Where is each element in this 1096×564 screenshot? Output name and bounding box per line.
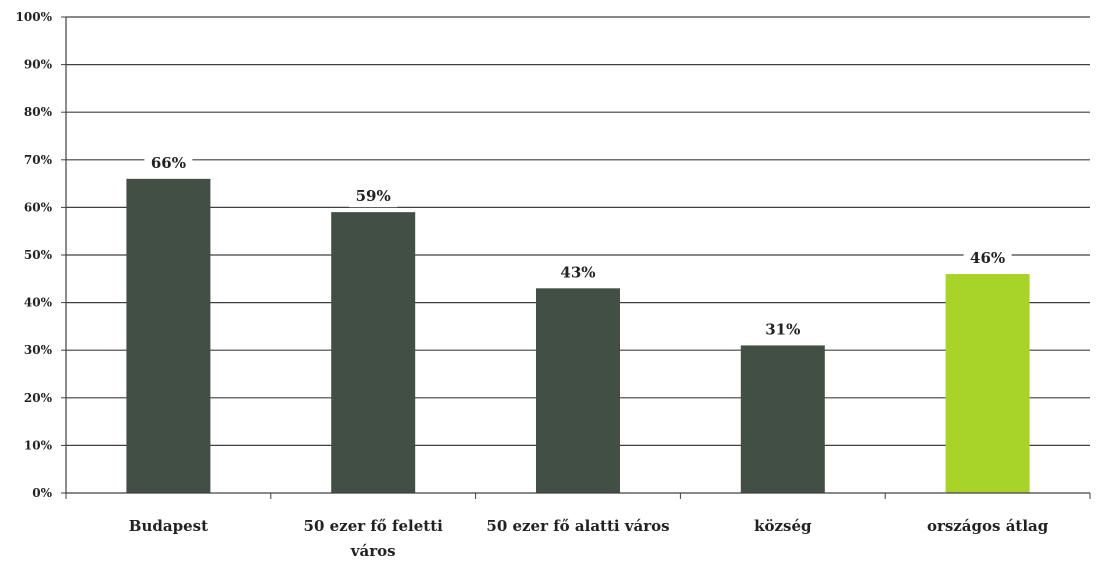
y-tick-label: 80% (24, 105, 53, 119)
data-label: 66% (151, 154, 186, 172)
bar (740, 345, 825, 493)
bar (945, 274, 1030, 493)
x-category-label: község (754, 517, 812, 535)
x-axis-categories: Budapest 50 ezer fő feletti város 50 ezer f… (129, 517, 1049, 560)
y-tick-label: 10% (24, 438, 53, 452)
data-label: 43% (560, 263, 595, 281)
data-label-background (349, 185, 398, 208)
data-label: 59% (356, 187, 391, 205)
y-tick-label: 90% (24, 58, 53, 72)
bar (126, 178, 211, 493)
y-tick-label: 0% (32, 486, 52, 500)
bar (331, 212, 416, 493)
gridlines (66, 16, 1090, 446)
data-label-background (144, 151, 193, 174)
data-label: 46% (970, 249, 1005, 267)
x-category-label: országos átlag (927, 517, 1049, 535)
y-axis-ticks: 0% 10% 20% 30% 40% 50% 60% 70% 80% 90% 100% (16, 10, 66, 500)
bars (126, 178, 1030, 493)
x-category-label: 50 ezer fő feletti város (304, 517, 444, 560)
y-tick-label: 40% (24, 296, 53, 310)
y-tick-label: 70% (24, 153, 53, 167)
data-labels: 66% 59% 43% 31% 46% (144, 151, 1012, 341)
data-label-background (758, 318, 807, 341)
y-tick-label: 60% (24, 200, 53, 214)
x-category-label: Budapest (129, 517, 208, 535)
y-tick-label: 30% (24, 343, 53, 357)
data-label-background (963, 247, 1012, 270)
data-label-background (554, 261, 602, 284)
y-tick-label: 100% (16, 10, 53, 24)
data-label: 31% (765, 320, 800, 338)
x-category-label: 50 ezer fő alatti város (486, 517, 669, 535)
axes (65, 17, 1091, 499)
y-tick-label: 20% (24, 391, 53, 405)
bar (536, 288, 620, 493)
y-tick-label: 50% (24, 248, 53, 262)
